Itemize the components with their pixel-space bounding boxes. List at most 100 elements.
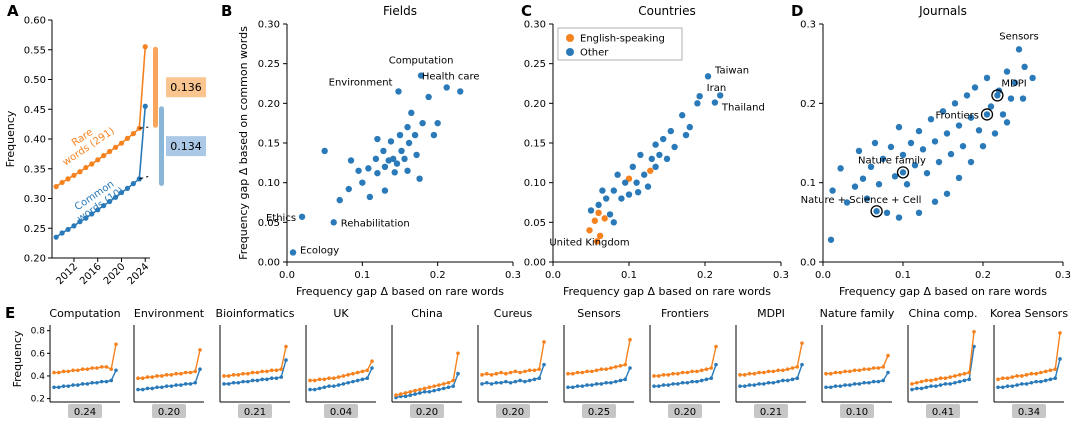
svg-text:0.34: 0.34: [1018, 407, 1040, 418]
svg-text:0.1: 0.1: [895, 270, 911, 281]
panel-d-chart: 0.0 0.1 0.2 0.3 0.0 0.1 0.2 0.3 Journals Frequenc…: [800, 4, 1071, 298]
svg-text:Journals: Journals: [918, 4, 967, 18]
panel-b-letter: B: [221, 2, 233, 20]
svg-text:0.1: 0.1: [621, 270, 637, 281]
svg-text:0.3: 0.3: [773, 270, 789, 281]
svg-text:0.45: 0.45: [24, 105, 46, 116]
svg-text:Frequency gap Δ based on rare: Frequency gap Δ based on rare words: [296, 285, 504, 298]
svg-text:0.15: 0.15: [258, 139, 280, 150]
svg-text:Computation: Computation: [49, 307, 120, 320]
panel-b-chart: 0.0 0.1 0.2 0.3 0.00 0.05 0.10 0.15 0.20 0.25 0.30…: [237, 4, 521, 298]
svg-text:Nature family: Nature family: [820, 307, 895, 320]
svg-text:0.0: 0.0: [279, 270, 295, 281]
svg-text:0.2: 0.2: [31, 395, 45, 405]
panel-c-letter: C: [521, 2, 533, 20]
svg-text:2020: 2020: [102, 261, 128, 287]
panel-a-letter: A: [7, 2, 19, 20]
svg-text:Cureus: Cureus: [494, 307, 533, 320]
svg-text:Other: Other: [580, 48, 609, 59]
svg-text:Frontiers: Frontiers: [661, 307, 709, 320]
svg-text:Environment: Environment: [134, 307, 205, 320]
svg-text:UK: UK: [333, 307, 349, 320]
panel-e-chart-7: Frontiers 0.20: [649, 307, 720, 418]
panel-e-chart-4: China 0.20: [391, 307, 462, 418]
svg-text:Commonwords (10): Commonwords (10): [69, 176, 126, 224]
svg-text:0.20: 0.20: [416, 407, 438, 418]
svg-text:0.6: 0.6: [31, 349, 46, 359]
svg-text:0.20: 0.20: [158, 407, 180, 418]
svg-text:Frequency gap Δ based on commo: Frequency gap Δ based on common words: [237, 26, 250, 260]
panel-e-chart-11: Korea Sensors 0.34: [990, 307, 1068, 418]
panel-e-charts: 0.2 0.4 0.6 0.8 Computation 0.24 Environment 0.…: [26, 305, 1072, 428]
svg-text:0.25: 0.25: [258, 59, 280, 70]
svg-text:2016: 2016: [78, 261, 104, 287]
svg-text:0.10: 0.10: [846, 407, 868, 418]
svg-text:0.35: 0.35: [24, 164, 46, 175]
svg-text:Sensors: Sensors: [577, 307, 621, 320]
panel-e-chart-10: China comp. 0.41: [907, 307, 978, 418]
svg-text:Rarewords (291): Rarewords (291): [55, 117, 117, 169]
svg-text:0.05: 0.05: [524, 218, 546, 229]
svg-text:Bioinformatics: Bioinformatics: [216, 307, 295, 320]
svg-text:0.20: 0.20: [502, 407, 524, 418]
svg-text:0.50: 0.50: [24, 75, 46, 86]
svg-text:0.2: 0.2: [697, 270, 713, 281]
panel-e-chart-1: Environment 0.20: [133, 307, 205, 418]
svg-text:Ecology: Ecology: [300, 245, 339, 256]
svg-text:0.136: 0.136: [170, 81, 202, 94]
svg-text:0.30: 0.30: [24, 194, 46, 205]
svg-text:0.3: 0.3: [800, 20, 816, 31]
svg-text:0.25: 0.25: [24, 224, 46, 235]
svg-text:0.20: 0.20: [24, 254, 46, 265]
svg-text:0.4: 0.4: [31, 372, 46, 382]
svg-text:0.60: 0.60: [24, 16, 46, 27]
svg-text:2024: 2024: [126, 261, 152, 287]
panel-e-chart-8: MDPI 0.21: [735, 307, 806, 418]
svg-text:0.40: 0.40: [24, 135, 46, 146]
panel-e-chart-5: Cureus 0.20: [477, 307, 548, 418]
svg-text:0.05: 0.05: [258, 218, 280, 229]
svg-text:Sensors: Sensors: [999, 31, 1039, 42]
svg-text:2012: 2012: [54, 261, 80, 287]
panel-e-letter: E: [5, 304, 16, 322]
panel-e-ylabel: Frequency: [11, 330, 24, 388]
svg-text:Countries: Countries: [638, 4, 696, 18]
svg-text:0.1: 0.1: [354, 270, 370, 281]
svg-text:0.30: 0.30: [258, 20, 280, 31]
svg-text:0.30: 0.30: [524, 20, 546, 31]
svg-text:0.20: 0.20: [524, 99, 546, 110]
svg-text:0.2: 0.2: [430, 270, 446, 281]
svg-text:0.41: 0.41: [932, 407, 954, 418]
svg-text:0.2: 0.2: [975, 270, 991, 281]
svg-text:Nature family: Nature family: [858, 155, 926, 166]
svg-text:0.3: 0.3: [1055, 270, 1071, 281]
svg-text:0.20: 0.20: [674, 407, 696, 418]
panel-e-chart-3: UK 0.04: [305, 307, 376, 418]
svg-text:China: China: [411, 307, 442, 320]
svg-text:0.0: 0.0: [545, 270, 561, 281]
svg-text:0.10: 0.10: [258, 178, 280, 189]
svg-text:Taiwan: Taiwan: [714, 65, 749, 76]
svg-text:Environment: Environment: [329, 77, 393, 88]
svg-text:0.25: 0.25: [524, 59, 546, 70]
svg-text:0.0: 0.0: [815, 270, 831, 281]
svg-text:0.10: 0.10: [524, 178, 546, 189]
panel-e-chart-9: Nature family 0.10: [820, 307, 895, 418]
svg-text:0.21: 0.21: [760, 407, 782, 418]
panel-a-chart: 0.20 0.25 0.30 0.35 0.40 0.45 0.50 0.55 0.60 2012…: [4, 16, 206, 287]
svg-text:0.8: 0.8: [31, 327, 46, 337]
svg-text:Frequency gap Δ based on rare: Frequency gap Δ based on rare words: [563, 285, 771, 298]
svg-text:United Kingdom: United Kingdom: [549, 237, 629, 248]
panel-e-chart-2: Bioinformatics 0.21: [216, 307, 295, 418]
svg-text:China comp.: China comp.: [909, 307, 978, 320]
svg-text:MDPI: MDPI: [1001, 78, 1026, 89]
svg-text:Rehabilitation: Rehabilitation: [341, 218, 410, 229]
svg-text:0.04: 0.04: [330, 407, 352, 418]
svg-text:Health care: Health care: [422, 71, 480, 82]
svg-text:0.25: 0.25: [588, 407, 610, 418]
svg-text:0.2: 0.2: [800, 99, 816, 110]
svg-text:0.3: 0.3: [505, 270, 521, 281]
svg-text:Frequency gap Δ based on rare: Frequency gap Δ based on rare words: [839, 285, 1047, 298]
